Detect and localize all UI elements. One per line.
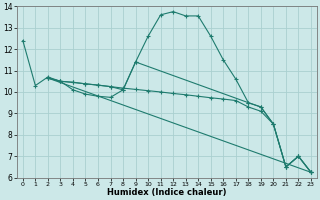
X-axis label: Humidex (Indice chaleur): Humidex (Indice chaleur) [107, 188, 227, 197]
